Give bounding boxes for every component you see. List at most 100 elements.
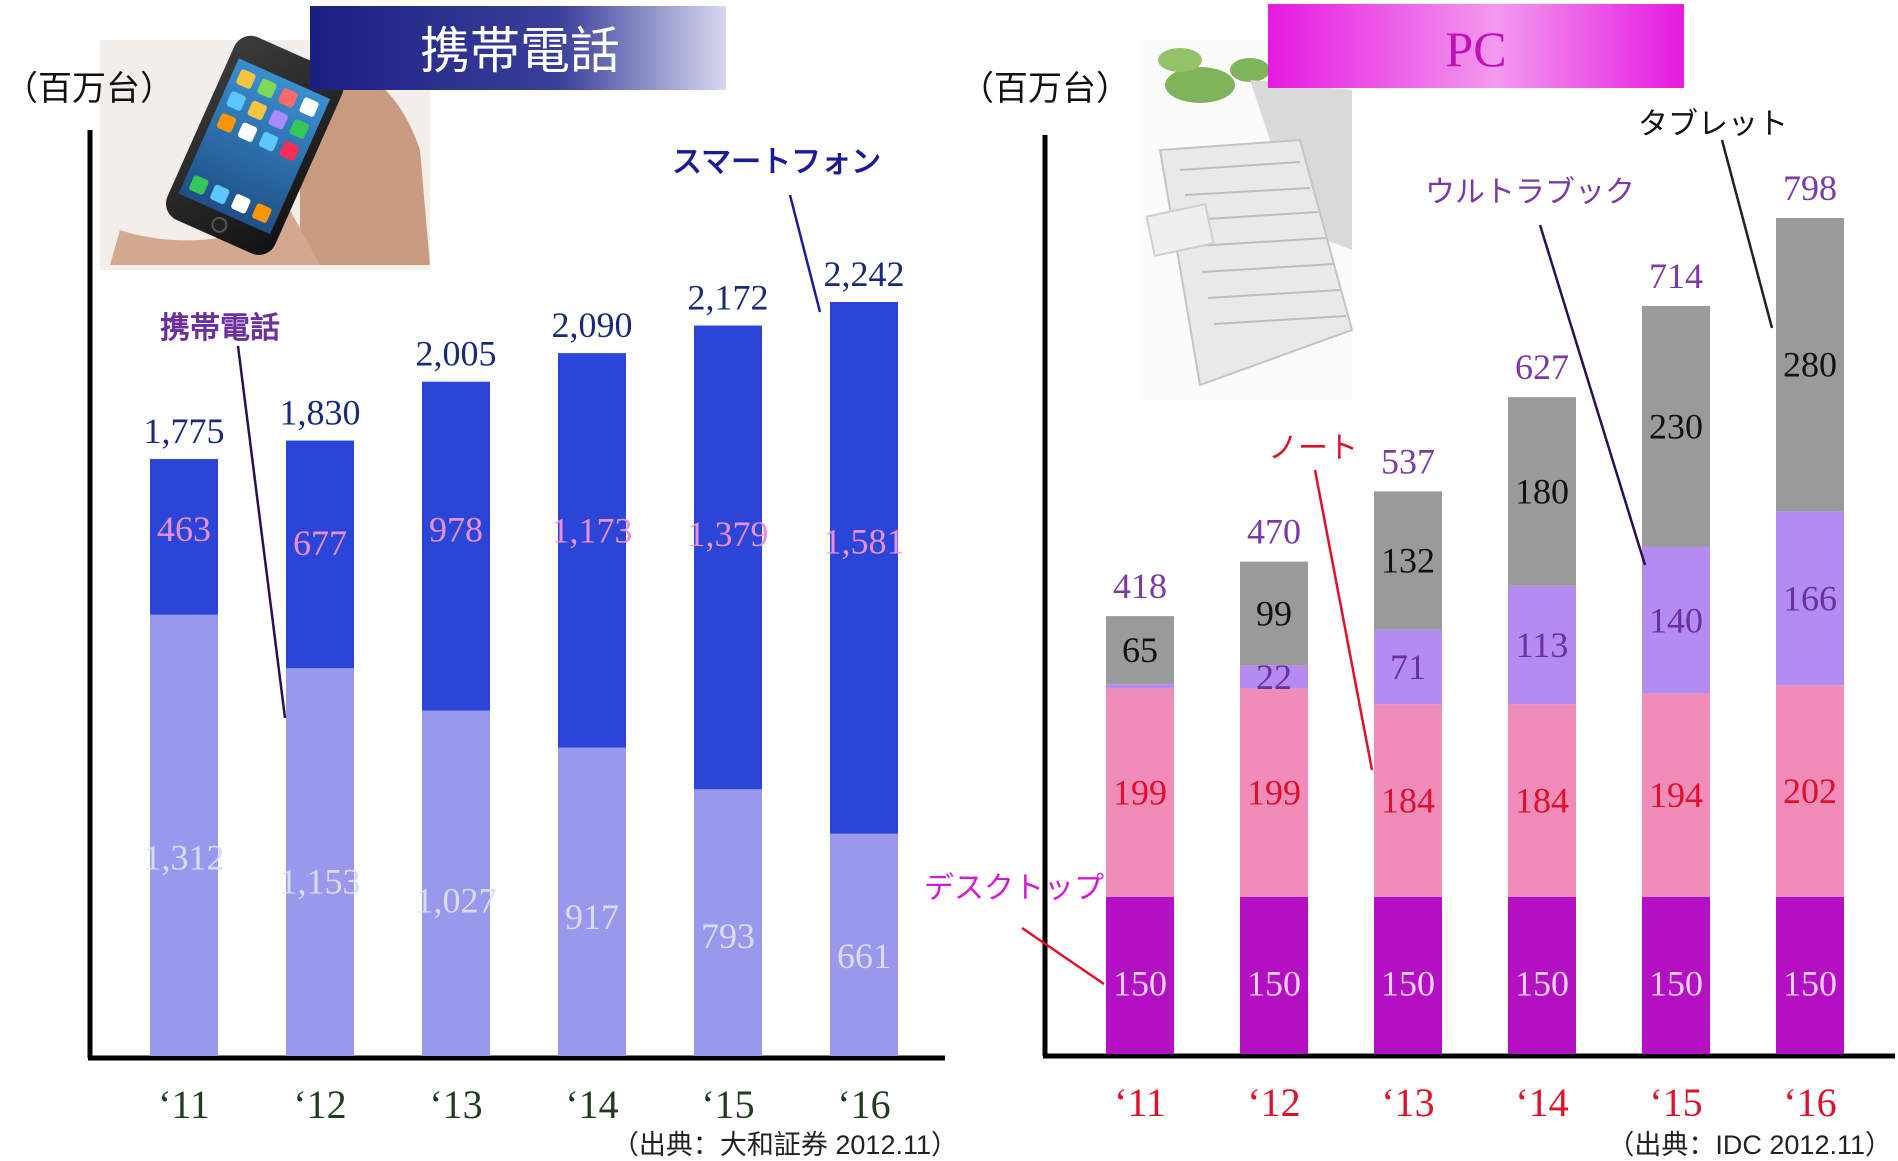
value-label: 166 xyxy=(1783,578,1837,618)
bar-notebook xyxy=(1240,688,1308,897)
annotation-ultrabook: ウルトラブック xyxy=(1425,176,1635,209)
value-label: 1,153 xyxy=(280,862,361,902)
right-bars: 15019965418‘111501992299470‘121501847113… xyxy=(1106,168,1844,1125)
left-unit-label: （百万台） xyxy=(4,70,174,108)
x-tick-label: ‘16 xyxy=(837,1082,890,1127)
x-tick-label: ‘12 xyxy=(293,1082,346,1127)
x-tick-label: ‘12 xyxy=(1247,1080,1300,1125)
leader-notebook xyxy=(1313,469,1374,771)
right-banner-title: PC xyxy=(1445,21,1506,77)
bar-smartphone xyxy=(558,353,626,748)
right-panel: PC （百万台） 15019965418‘111501992299470‘121… xyxy=(924,4,1895,1160)
value-label: 1,173 xyxy=(552,511,633,551)
left-source: （出典：大和証券 2012.11） xyxy=(612,1130,958,1160)
bar-feature-phone xyxy=(558,747,626,1056)
total-label: 2,172 xyxy=(688,278,769,318)
bar-notebook xyxy=(1106,688,1174,897)
total-label: 1,830 xyxy=(280,393,361,433)
x-tick-label: ‘15 xyxy=(701,1082,754,1127)
value-label: 71 xyxy=(1390,647,1426,687)
leader-feature-phone xyxy=(236,345,287,719)
bar-ultrabook xyxy=(1508,585,1576,705)
left-banner xyxy=(310,6,726,90)
bar-tablet xyxy=(1240,561,1308,666)
leader-desktop xyxy=(1021,926,1105,986)
x-tick-label: ‘15 xyxy=(1649,1080,1702,1125)
leader-smartphone xyxy=(788,194,822,313)
left-panel: 携帯電話 （百万台） 1,312 463 1,775 ‘11 1,153 677 1,830… xyxy=(4,6,958,1160)
total-label: 537 xyxy=(1381,441,1435,481)
bar-smartphone xyxy=(422,381,490,711)
annotation-smartphone: スマートフォン xyxy=(672,146,881,179)
value-label: 150 xyxy=(1113,963,1167,1003)
value-label: 150 xyxy=(1515,963,1569,1003)
bar-notebook xyxy=(1642,693,1710,897)
x-tick-label: ‘16 xyxy=(1783,1080,1836,1125)
x-tick-label: ‘11 xyxy=(158,1082,210,1127)
bar-desktop xyxy=(1642,896,1710,1054)
leader-ultrabook xyxy=(1538,224,1647,566)
bar-notebook xyxy=(1374,704,1442,897)
bar-desktop xyxy=(1508,896,1576,1054)
total-label: 627 xyxy=(1515,347,1569,387)
bar-feature-phone xyxy=(150,614,218,1056)
value-label: 978 xyxy=(429,510,483,550)
value-label: 184 xyxy=(1381,780,1435,820)
bar-ultrabook xyxy=(1374,629,1442,705)
total-label: 2,242 xyxy=(824,254,905,294)
total-label: 714 xyxy=(1649,256,1703,296)
bar-feature-phone xyxy=(694,789,762,1056)
left-banner-title: 携帯電話 xyxy=(420,23,620,79)
x-tick-label: ‘14 xyxy=(1515,1080,1568,1125)
bar-smartphone xyxy=(150,459,218,615)
value-label: 132 xyxy=(1381,541,1435,581)
value-label: 194 xyxy=(1649,775,1703,815)
bar-ultrabook xyxy=(1240,665,1308,689)
x-tick-label: ‘14 xyxy=(565,1082,618,1127)
laptop-illustration xyxy=(1140,40,1354,400)
value-label: 917 xyxy=(565,897,619,937)
bar-tablet xyxy=(1106,616,1174,685)
value-label: 184 xyxy=(1515,780,1569,820)
value-label: 661 xyxy=(837,936,891,976)
value-label: 150 xyxy=(1381,963,1435,1003)
value-label: 150 xyxy=(1649,963,1703,1003)
total-label: 1,775 xyxy=(144,411,225,451)
value-label: 113 xyxy=(1516,625,1569,665)
right-unit-label: （百万台） xyxy=(960,70,1130,108)
annotation-notebook: ノート xyxy=(1268,432,1358,465)
bar-tablet xyxy=(1374,491,1442,630)
value-label: 199 xyxy=(1113,773,1167,813)
value-label: 65 xyxy=(1122,630,1158,670)
total-label: 470 xyxy=(1247,512,1301,552)
value-label: 230 xyxy=(1649,406,1703,446)
bar-smartphone xyxy=(830,302,898,834)
right-banner xyxy=(1268,4,1684,88)
annotation-feature-phone: 携帯電話 xyxy=(160,311,280,345)
bar-tablet xyxy=(1776,218,1844,512)
value-label: 150 xyxy=(1247,963,1301,1003)
bar-ultrabook xyxy=(1642,546,1710,694)
bar-feature-phone xyxy=(286,668,354,1056)
bar-ultrabook xyxy=(1106,684,1174,689)
total-label: 2,090 xyxy=(552,305,633,345)
value-label: 463 xyxy=(157,509,211,549)
total-label: 798 xyxy=(1783,168,1837,208)
bar-notebook xyxy=(1508,704,1576,897)
annotation-desktop: デスクトップ xyxy=(924,872,1104,905)
bar-tablet xyxy=(1508,397,1576,586)
value-label: 793 xyxy=(701,916,755,956)
value-label: 1,027 xyxy=(416,881,497,921)
bar-smartphone xyxy=(286,440,354,669)
bar-desktop xyxy=(1106,896,1174,1054)
value-label: 1,312 xyxy=(144,837,225,877)
bar-smartphone xyxy=(694,325,762,790)
value-label: 150 xyxy=(1783,963,1837,1003)
left-bars: 1,312 463 1,775 ‘11 1,153 677 1,830 ‘12 1,027 978… xyxy=(144,254,905,1127)
bar-desktop xyxy=(1374,896,1442,1054)
value-label: 140 xyxy=(1649,600,1703,640)
right-source: （出典：IDC 2012.11） xyxy=(1607,1130,1892,1160)
value-label: 1,581 xyxy=(824,521,905,561)
value-label: 677 xyxy=(293,523,347,563)
